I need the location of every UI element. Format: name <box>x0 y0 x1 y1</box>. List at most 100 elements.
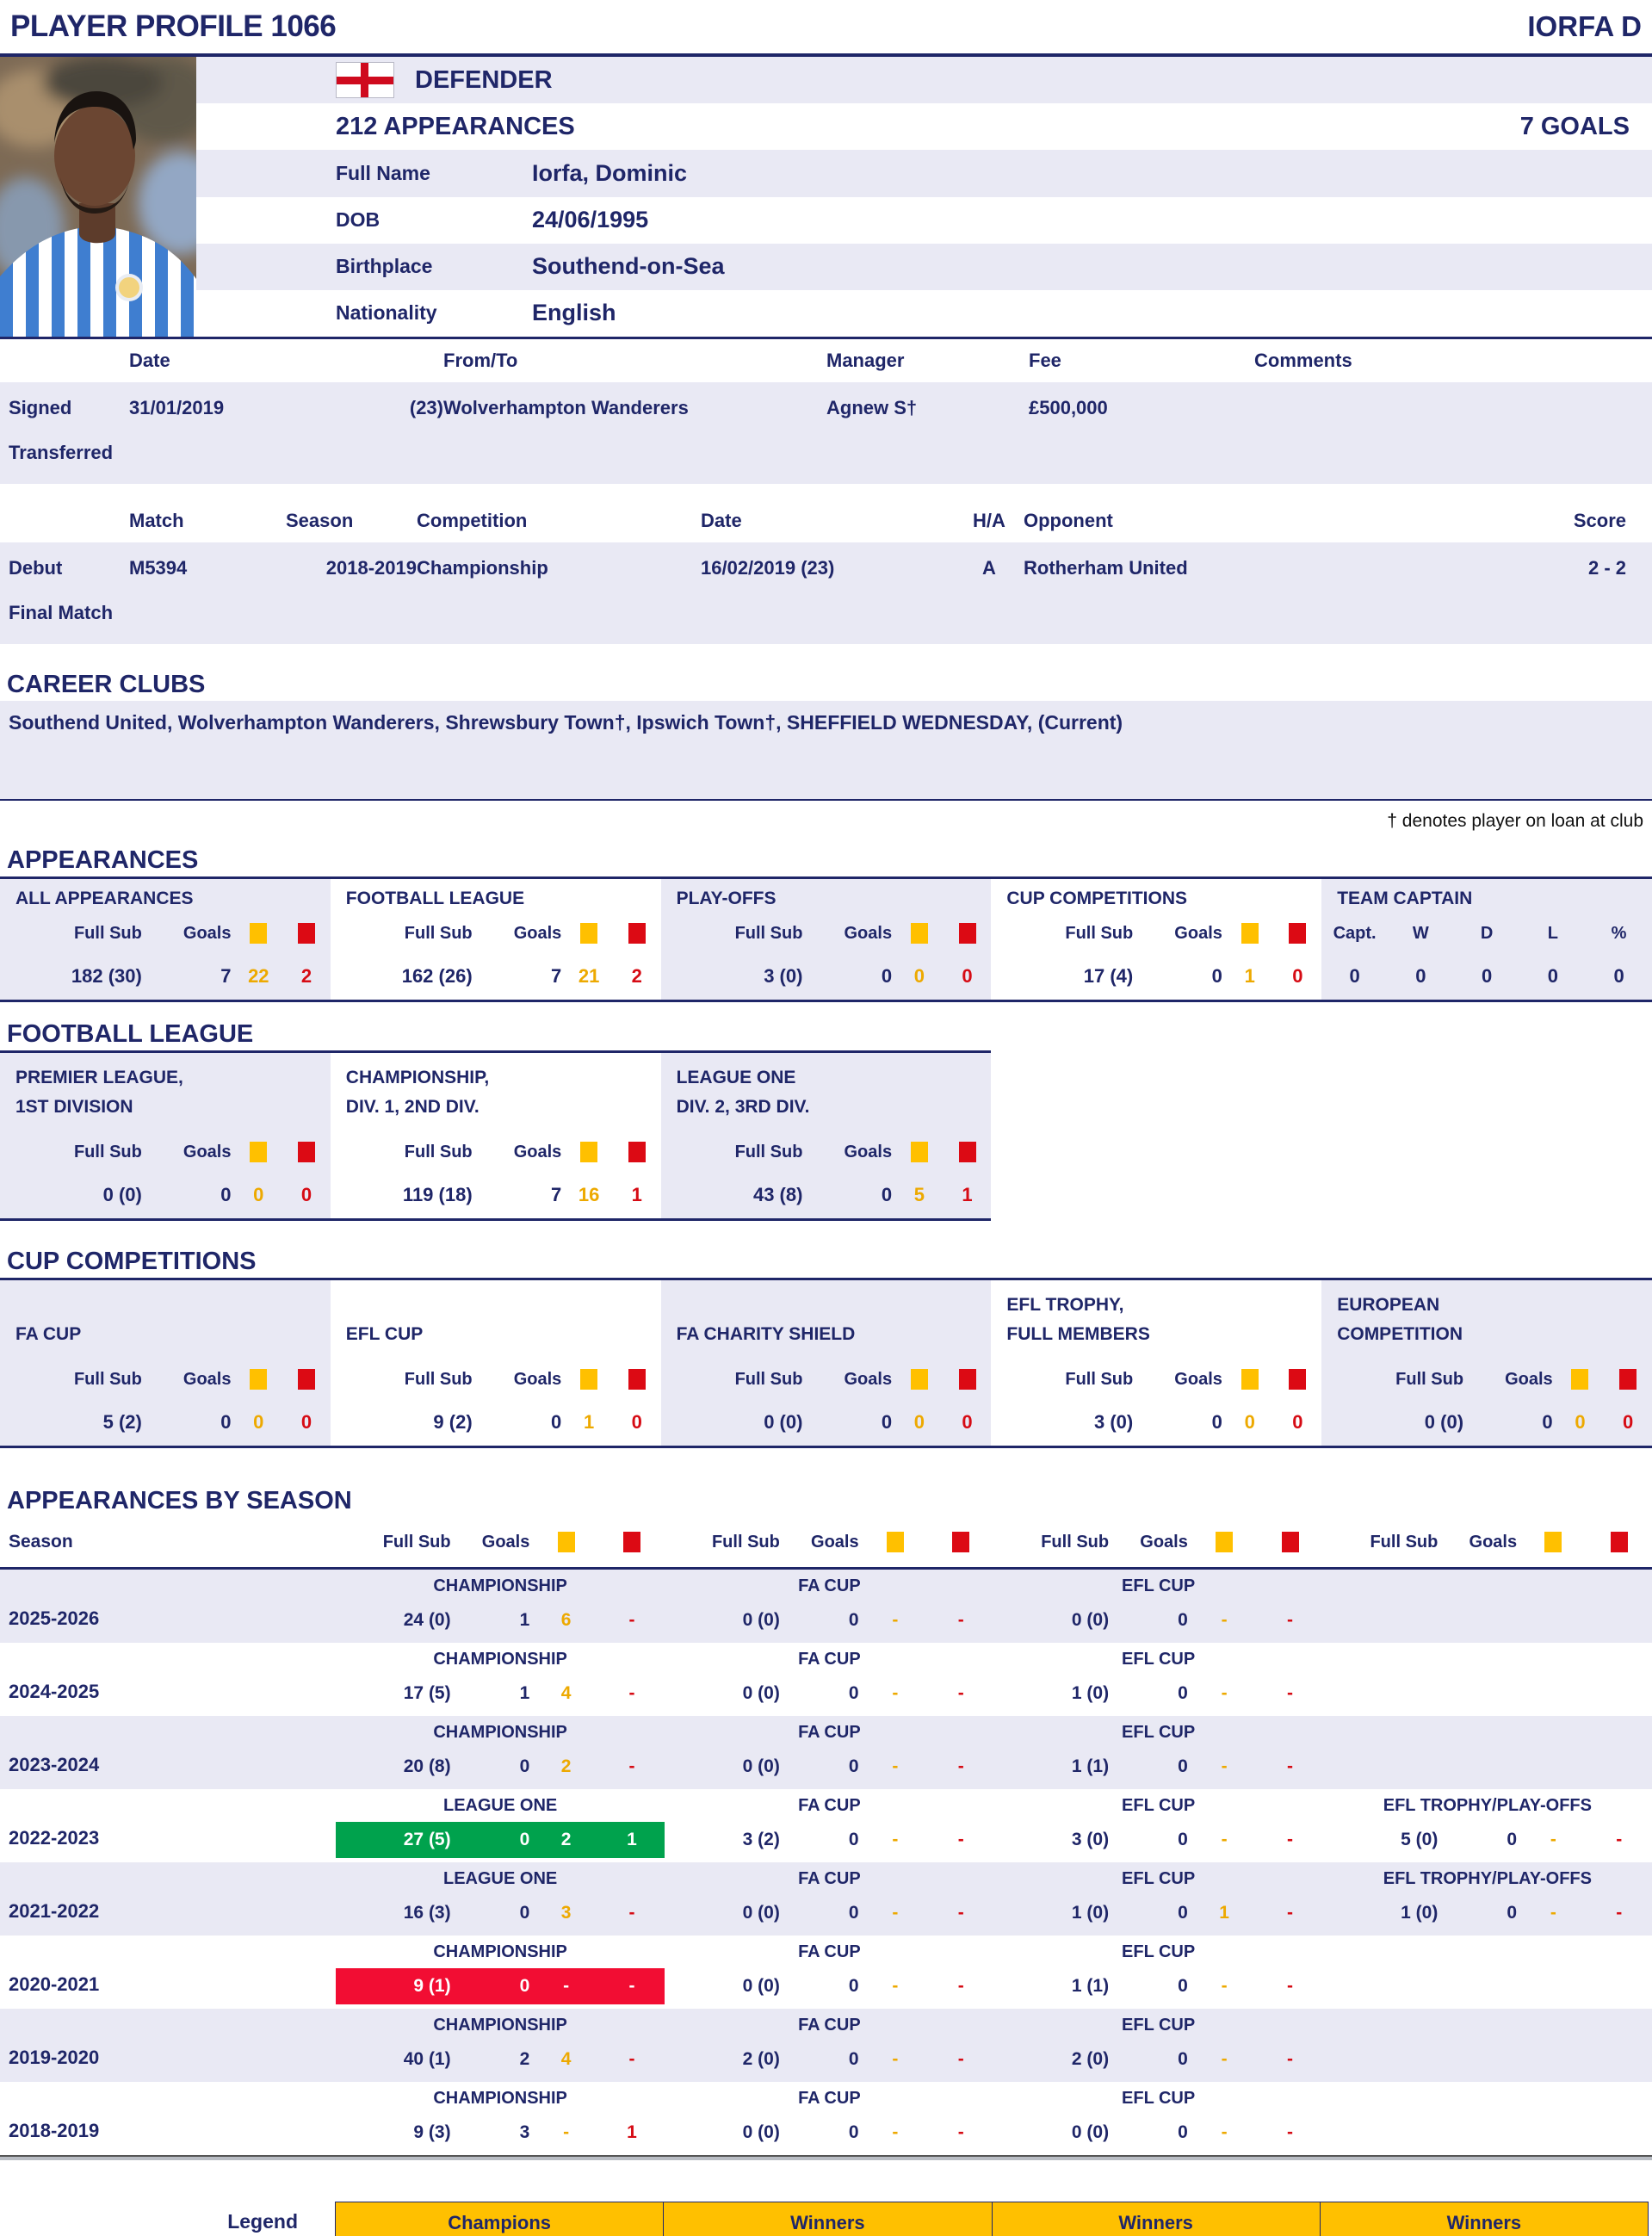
goals-header: Goals <box>1469 1532 1518 1552</box>
goals-header: Goals <box>183 1369 232 1389</box>
stat-group-title: EFL CUP <box>331 1280 661 1360</box>
red-card-count: 2 <box>631 965 642 987</box>
stat-group-title: CHAMPIONSHIP, DIV. 1, 2ND DIV. <box>331 1053 661 1132</box>
goals-header: Goals <box>1174 1369 1222 1389</box>
goals-value: 0 <box>220 1411 232 1433</box>
competition-label: FA CUP <box>798 1722 861 1742</box>
yellow-card-icon <box>533 1532 598 1552</box>
legend-section: Legend† denotes a player on loanor a car… <box>0 2202 1652 2236</box>
goals-value: 0 <box>1178 1976 1188 1996</box>
captain-col-headers: Capt. W D L% <box>1321 914 1652 953</box>
full-sub-header: Full Sub <box>711 1532 780 1552</box>
england-flag-icon <box>336 62 394 99</box>
transfer-from-to: Wolverhampton Wanderers <box>443 397 689 418</box>
goals-total: 7 GOALS <box>1519 112 1630 140</box>
red-card-count: - <box>628 1756 635 1776</box>
season-stat-group: 9 (3) 3 - 1 <box>336 2115 665 2151</box>
yellow-card-count: 4 <box>560 1683 572 1703</box>
yellow-card-count: 6 <box>560 1610 572 1630</box>
season-block: CHAMPIONSHIP FA CUP EFL CUP 2023-2024 20 (8)… <box>0 1716 1652 1789</box>
yellow-card-count: 3 <box>560 1903 572 1923</box>
red-card-icon <box>1281 1532 1299 1552</box>
cup-competitions-title: CUP COMPETITIONS <box>7 1247 257 1275</box>
stat-values: 162 (26) 7 21 2 <box>331 953 661 1000</box>
red-card-count: - <box>628 2049 635 2069</box>
stat-group-title-line: FA CHARITY SHIELD <box>676 1324 856 1344</box>
profile-field-value: Southend-on-Sea <box>532 253 725 280</box>
red-card-count: - <box>957 2122 964 2142</box>
yellow-card-icon <box>910 923 928 944</box>
yellow-card-icon <box>234 1369 282 1390</box>
season-stat-group: 24 (0) 1 6 - <box>336 1602 665 1638</box>
profile-field-value: 24/06/1995 <box>532 207 649 233</box>
stat-col-headers: Full Sub Goals <box>0 1132 331 1172</box>
stat-group: EUROPEAN COMPETITION Full Sub Goals 0 (0) 0 0 0 <box>1321 1280 1652 1446</box>
red-card-count: - <box>1616 1830 1623 1849</box>
red-card-icon <box>623 1532 640 1552</box>
stat-table-bottom-rule <box>0 1000 1652 1002</box>
full-sub-header: Full Sub <box>404 923 473 943</box>
red-card-icon <box>613 1142 661 1162</box>
full-sub-value: 0 (0) <box>1424 1411 1464 1433</box>
profile-field-row: Nationality English <box>196 290 1652 337</box>
yellow-card-icon <box>250 1142 268 1162</box>
stat-col-headers: Full Sub Goals <box>331 1132 661 1172</box>
full-sub-value: 17 (5) <box>403 1683 451 1703</box>
stat-group: CUP COMPETITIONS Full Sub Goals 17 (4) 0 1 0 <box>991 879 1321 1000</box>
season-competition-row: CHAMPIONSHIP FA CUP EFL CUP <box>0 2009 1652 2041</box>
goals-value: 0 <box>881 1184 893 1205</box>
red-card-icon <box>1274 1369 1322 1390</box>
page-title: PLAYER PROFILE 1066 <box>10 9 337 43</box>
yellow-card-icon <box>1191 1532 1257 1552</box>
season-competition-row: LEAGUE ONE FA CUP EFL CUP EFL TROPHY/PLAY-O… <box>0 1789 1652 1822</box>
competition-label: FA CUP <box>798 1576 861 1595</box>
red-card-count: - <box>957 1756 964 1776</box>
yellow-card-count: 1 <box>1219 1903 1229 1923</box>
yellow-card-icon <box>234 1142 282 1162</box>
goals-value: 0 <box>1178 1830 1188 1849</box>
transfer-col-header: Fee <box>1029 350 1061 371</box>
full-sub-value: 0 (0) <box>742 1610 780 1630</box>
yellow-card-count: - <box>892 1976 899 1996</box>
full-sub-value: 40 (1) <box>403 2049 451 2069</box>
season-stat-group: 40 (1) 2 4 - <box>336 2041 665 2078</box>
season-stat-group: 0 (0) 0 - - <box>665 1602 993 1638</box>
full-sub-value: 1 (0) <box>1071 1903 1110 1923</box>
season-block: LEAGUE ONE FA CUP EFL CUP EFL TROPHY/PLAY-O… <box>0 1789 1652 1862</box>
full-sub-value: 1 (0) <box>1071 1683 1110 1703</box>
season-values-row: 2023-2024 20 (8) 0 2 - 0 (0) 0 - - 1 (1) 0 - - <box>0 1749 1652 1789</box>
yellow-card-icon <box>565 923 613 944</box>
transfer-table-body: Signed 31/01/2019 (23) Wolverhampton Wander… <box>0 382 1652 484</box>
goals-value: 1 <box>519 1610 530 1630</box>
stat-col-headers: Full Sub Goals <box>1321 1360 1652 1399</box>
season-stat-group: 20 (8) 0 2 - <box>336 1749 665 1785</box>
competition-label: FA CUP <box>798 1942 861 1961</box>
goals-value: 0 <box>848 2122 859 2142</box>
season-stat-group: 17 (5) 1 4 - <box>336 1675 665 1712</box>
stat-group-title-line: FA CUP <box>15 1324 82 1344</box>
season-competition-row: CHAMPIONSHIP FA CUP EFL CUP <box>0 1643 1652 1675</box>
full-sub-value: 0 (0) <box>1071 2122 1110 2142</box>
red-card-count: 0 <box>300 1411 312 1433</box>
season-stat-group: 1 (0) 0 - - <box>994 1675 1323 1712</box>
season-competition-row: LEAGUE ONE FA CUP EFL CUP EFL TROPHY/PLAY-O… <box>0 1862 1652 1895</box>
full-sub-value: 3 (0) <box>1094 1411 1134 1433</box>
stat-col-headers: Full Sub Goals <box>0 914 331 953</box>
stat-group-title: CUP COMPETITIONS <box>1006 889 1188 908</box>
player-photo <box>0 57 224 337</box>
match-table-header: Match Season Competition Date H/A Opponent Sco… <box>0 499 1652 542</box>
stat-group-title-line: DIV. 1, 2ND DIV. <box>345 1097 480 1117</box>
full-sub-header: Full Sub <box>404 1369 473 1389</box>
goals-value: 7 <box>551 1184 562 1205</box>
full-sub-value: 0 (0) <box>742 1903 780 1923</box>
goals-value: 0 <box>848 2049 859 2069</box>
match-score: 2 - 2 <box>1587 557 1626 579</box>
stat-group: EFL TROPHY, FULL MEMBERS Full Sub Goals 3 (0… <box>991 1280 1321 1446</box>
transfer-table-header: Date From/To Manager Fee Comments <box>0 339 1652 382</box>
season-stat-group: 0 (0) 0 - - <box>665 2115 993 2151</box>
goals-value: 0 <box>1178 1903 1188 1923</box>
red-card-icon <box>297 1142 315 1162</box>
yellow-card-icon <box>1241 923 1259 944</box>
yellow-card-count: - <box>1550 1903 1556 1923</box>
season-stat-group: 2 (0) 0 - - <box>994 2041 1323 2078</box>
